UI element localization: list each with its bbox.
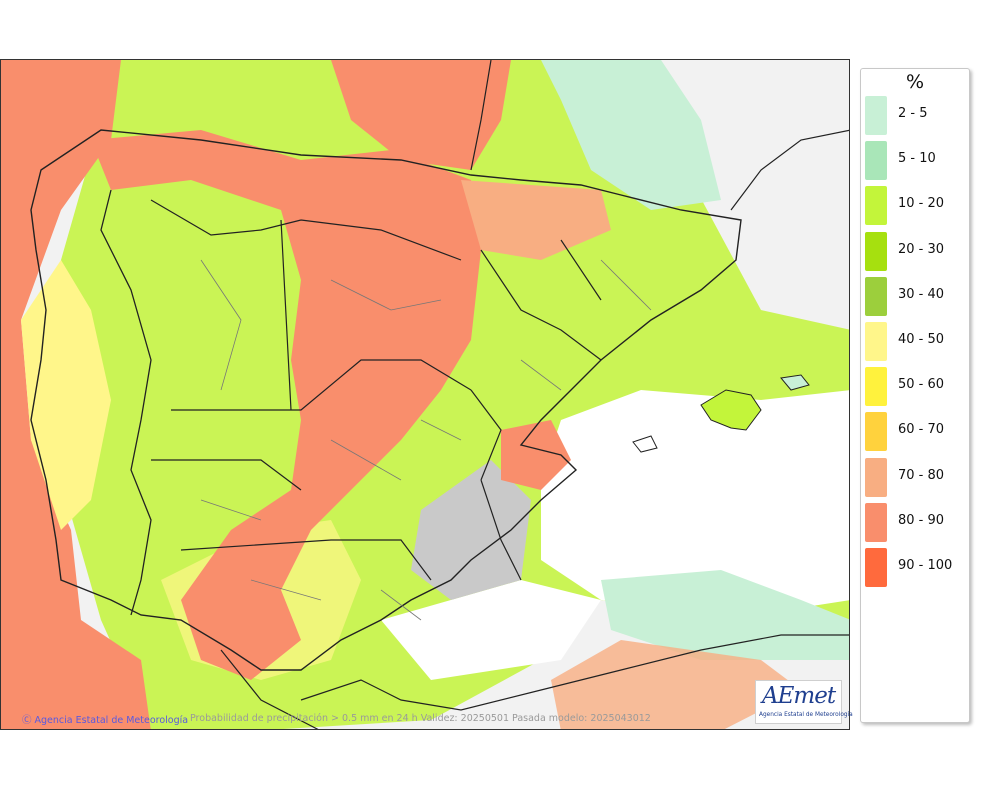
legend-item: 10 - 20 [865, 184, 969, 226]
precip-zone-biscay-80-90 [331, 60, 511, 170]
map-canvas [1, 60, 849, 729]
legend-swatch [865, 141, 887, 181]
legend-swatch [865, 322, 887, 361]
legend-item: 90 - 100 [865, 546, 969, 587]
legend-unit: % [905, 71, 925, 93]
precip-zone-africa-70-80 [551, 640, 801, 729]
legend: % 2 - 5 5 - 10 10 - 20 20 - 30 30 - 40 40 - 5… [860, 68, 970, 723]
precip-zone-2-5-south [601, 570, 849, 660]
legend-item: 5 - 10 [865, 139, 969, 181]
legend-swatch [865, 457, 887, 497]
credit-text: Agencia Estatal de Meteorología [34, 715, 189, 726]
legend-label: 70 - 80 [898, 467, 945, 483]
ibiza-island [632, 435, 658, 453]
legend-item: 20 - 30 [865, 230, 969, 271]
legend-swatch [865, 367, 887, 407]
legend-item: 2 - 5 [865, 94, 969, 135]
legend-swatch [865, 186, 887, 226]
legend-label: 30 - 40 [898, 286, 945, 302]
logo-subtitle: Agencia Estatal de Meteorología [759, 712, 853, 718]
legend-item: 80 - 90 [865, 501, 969, 542]
legend-label: 90 - 100 [898, 558, 953, 573]
legend-label: 5 - 10 [898, 151, 936, 167]
legend-swatch [865, 548, 887, 587]
legend-item: 70 - 80 [865, 456, 969, 497]
mallorca-island [700, 389, 762, 431]
aemet-logo: AEmet Agencia Estatal de Meteorología [755, 680, 853, 724]
legend-swatch [865, 231, 887, 271]
region-borders [150, 199, 602, 581]
coastline [30, 129, 742, 671]
precip-zone-none-mediterranean [541, 390, 849, 620]
legend-label: 80 - 90 [898, 512, 945, 528]
portugal-border [100, 189, 152, 616]
legend-label: 20 - 30 [898, 241, 945, 257]
legend-label: 2 - 5 [898, 106, 928, 121]
legend-swatch [865, 276, 887, 316]
legend-item: 60 - 70 [865, 410, 969, 452]
precip-zone-none-alboran [381, 580, 601, 680]
precipitation-probability-map [0, 59, 850, 730]
legend-item: 50 - 60 [865, 365, 969, 407]
precip-zone-grey-southeast [411, 460, 531, 600]
legend-label: 60 - 70 [898, 422, 945, 438]
france-coastline [470, 60, 849, 211]
aemet-credit: Ⓒ Agencia Estatal de Meteorología [22, 715, 189, 726]
legend-label: 50 - 60 [898, 377, 945, 393]
precip-zone-portugal-40-50 [21, 260, 111, 530]
map-caption: Probabilidad de precipitación > 0.5 mm e… [190, 713, 651, 724]
legend-label: 40 - 50 [898, 332, 945, 347]
logo-wordmark: AEmet [762, 683, 836, 709]
precip-zone-pyrenees-70-80 [461, 180, 611, 260]
precip-zone-valencia-80-90 [501, 420, 571, 490]
legend-swatch [865, 412, 887, 452]
legend-label: 10 - 20 [898, 196, 945, 212]
legend-item: 40 - 50 [865, 320, 969, 361]
precip-zone-2-5-north [541, 60, 721, 210]
legend-swatch [865, 502, 887, 542]
legend-swatch [865, 96, 887, 135]
menorca-island [780, 374, 810, 391]
legend-item: 30 - 40 [865, 275, 969, 316]
precip-zone-interior-80-90 [91, 130, 481, 680]
province-borders [200, 259, 652, 621]
precip-zone-atlantic-80-90 [1, 60, 151, 729]
africa-coastline [220, 634, 849, 729]
